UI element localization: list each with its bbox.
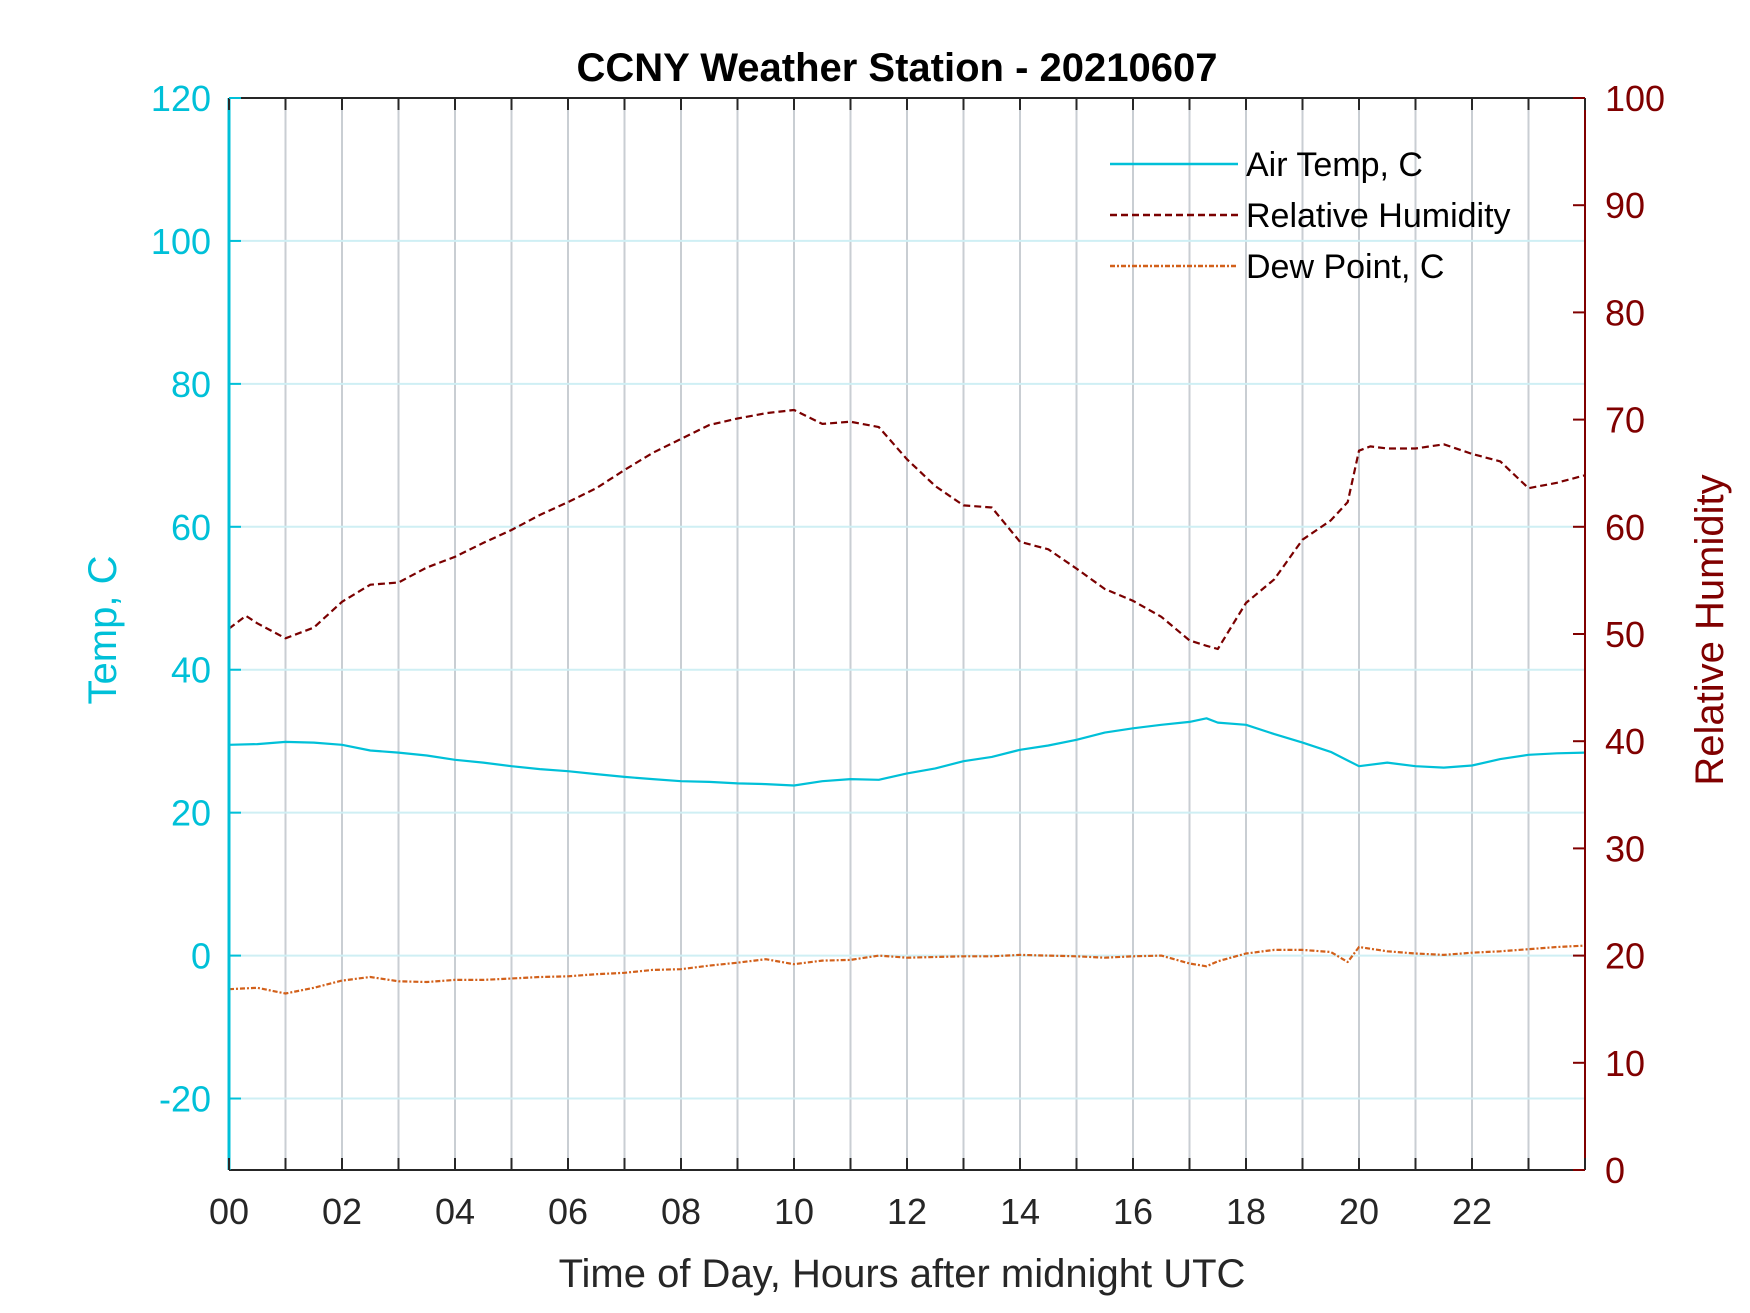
- grid: [229, 98, 1585, 1170]
- y-right-tick-label: 30: [1605, 828, 1645, 869]
- legend-label: Relative Humidity: [1246, 197, 1511, 235]
- y-right-tick-label: 80: [1605, 292, 1645, 333]
- x-tick-label: 02: [322, 1191, 362, 1232]
- legend-label: Dew Point, C: [1246, 248, 1444, 286]
- legend: Air Temp, C Relative Humidity Dew Point, C: [1110, 146, 1511, 286]
- y-right-tick-label: 70: [1605, 400, 1645, 441]
- y-right-tick-label: 0: [1605, 1150, 1625, 1191]
- legend-label: Air Temp, C: [1246, 146, 1423, 184]
- y-axis-left-label: Temp, C: [81, 556, 125, 705]
- y-left-tick-label: 0: [191, 936, 211, 977]
- y-left-tick-label: -20: [159, 1079, 211, 1120]
- series-line-relative-humidity: [228, 408, 1586, 651]
- y-right-tick-label: 20: [1605, 936, 1645, 977]
- y-left-tick-label: 60: [171, 507, 211, 548]
- x-tick-label: 06: [548, 1191, 588, 1232]
- chart-title: CCNY Weather Station - 20210607: [577, 46, 1218, 90]
- y-left-tick-label: 120: [151, 78, 211, 119]
- x-tick-label: 10: [774, 1191, 814, 1232]
- x-tick-label: 12: [887, 1191, 927, 1232]
- x-tick-label: 20: [1339, 1191, 1379, 1232]
- y-left-tick-label: 80: [171, 364, 211, 405]
- series-lines: [228, 408, 1586, 995]
- x-tick-label: 18: [1226, 1191, 1266, 1232]
- x-tick-label: 14: [1000, 1191, 1040, 1232]
- y-right-tick-label: 50: [1605, 614, 1645, 655]
- y-right-tick-label: 90: [1605, 185, 1645, 226]
- x-tick-label: 16: [1113, 1191, 1153, 1232]
- axes: 00 02 04 06 08 10 12 14 16 18 20 22-200204060801001…: [151, 78, 1665, 1232]
- y-right-tick-label: 10: [1605, 1043, 1645, 1084]
- x-tick-label: 00: [209, 1191, 249, 1232]
- y-left-tick-label: 100: [151, 221, 211, 262]
- x-tick-label: 08: [661, 1191, 701, 1232]
- x-tick-label: 22: [1452, 1191, 1492, 1232]
- series-line-air-temp: [228, 717, 1586, 787]
- y-axis-right-label: Relative Humidity: [1688, 474, 1732, 785]
- y-right-tick-label: 100: [1605, 78, 1665, 119]
- y-right-tick-label: 40: [1605, 721, 1645, 762]
- y-right-tick-label: 60: [1605, 507, 1645, 548]
- x-axis-label: Time of Day, Hours after midnight UTC: [559, 1252, 1246, 1296]
- y-left-tick-label: 40: [171, 650, 211, 691]
- x-tick-label: 04: [435, 1191, 475, 1232]
- series-line-dew-point: [228, 944, 1586, 995]
- y-left-tick-label: 20: [171, 793, 211, 834]
